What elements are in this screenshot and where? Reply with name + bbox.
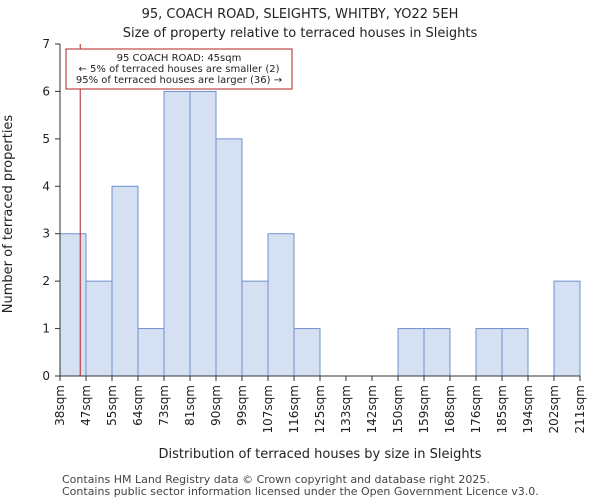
bar-176sqm	[475, 328, 503, 377]
annotation-frame	[65, 48, 293, 90]
bar-159sqm	[423, 328, 451, 377]
footer-line-2: Contains public sector information licen…	[62, 485, 539, 498]
bars-group	[59, 90, 581, 377]
y-axis-label: Number of terraced properties	[1, 115, 16, 314]
x-tick-label: 133sqm	[339, 385, 353, 433]
x-tick-label: 116sqm	[287, 385, 301, 433]
y-tick-label: 0	[42, 369, 50, 383]
bar-81sqm	[189, 90, 217, 377]
x-axis-ticks: 38sqm 47sqm 55sqm 64sqm 73sqm 81sqm 90sqm 99sqm…	[53, 376, 587, 433]
annotation-line-3: 95% of terraced houses are larger (36) →	[76, 75, 282, 86]
bar-64sqm	[137, 328, 165, 377]
bar-47sqm	[85, 280, 113, 377]
x-tick-label: 176sqm	[469, 385, 483, 433]
x-tick-label: 73sqm	[157, 385, 171, 426]
x-tick-label: 107sqm	[261, 385, 275, 433]
x-tick-label: 64sqm	[131, 385, 145, 426]
x-tick-label: 38sqm	[53, 385, 67, 426]
x-tick-label: 211sqm	[573, 385, 587, 433]
x-tick-label: 194sqm	[521, 385, 535, 433]
y-axis-ticks: 0 1 2 3 4 5 6 7	[42, 37, 60, 383]
x-tick-label: 142sqm	[365, 385, 379, 433]
y-tick-label: 7	[42, 37, 50, 51]
x-tick-label: 125sqm	[313, 385, 327, 433]
x-tick-label: 168sqm	[443, 385, 457, 433]
x-tick-label: 55sqm	[105, 385, 119, 426]
chart-title: 95, COACH ROAD, SLEIGHTS, WHITBY, YO22 5…	[142, 7, 459, 22]
y-tick-label: 6	[42, 84, 50, 98]
y-tick-label: 5	[42, 132, 50, 146]
x-tick-label: 150sqm	[391, 385, 405, 433]
x-tick-label: 90sqm	[209, 385, 223, 426]
annotation-line-2: ← 5% of terraced houses are smaller (2)	[79, 64, 280, 75]
x-tick-label: 47sqm	[79, 385, 93, 426]
bar-107sqm	[267, 233, 295, 377]
y-tick-label: 1	[42, 322, 50, 336]
x-tick-label: 185sqm	[495, 385, 509, 433]
footer-line-1: Contains HM Land Registry data © Crown c…	[62, 473, 490, 486]
chart-subtitle: Size of property relative to terraced ho…	[123, 26, 478, 41]
bar-73sqm	[163, 90, 191, 377]
annotation-line-1: 95 COACH ROAD: 45sqm	[117, 53, 242, 64]
bar-202sqm	[553, 280, 581, 377]
x-axis-label: Distribution of terraced houses by size …	[158, 447, 481, 462]
annotation-box: 95 COACH ROAD: 45sqm ← 5% of terraced ho…	[65, 48, 293, 90]
bar-185sqm	[501, 328, 529, 377]
x-tick-label: 99sqm	[235, 385, 249, 426]
y-tick-label: 3	[42, 227, 50, 241]
bar-116sqm	[293, 328, 321, 377]
bar-90sqm	[215, 138, 243, 377]
y-tick-label: 4	[42, 179, 50, 193]
x-tick-label: 159sqm	[417, 385, 431, 433]
bar-99sqm	[241, 280, 269, 377]
x-tick-label: 202sqm	[547, 385, 561, 433]
bar-150sqm	[397, 328, 425, 377]
x-tick-label: 81sqm	[183, 385, 197, 426]
bar-38sqm	[59, 233, 87, 377]
bar-55sqm	[111, 185, 139, 377]
y-tick-label: 2	[42, 274, 50, 288]
